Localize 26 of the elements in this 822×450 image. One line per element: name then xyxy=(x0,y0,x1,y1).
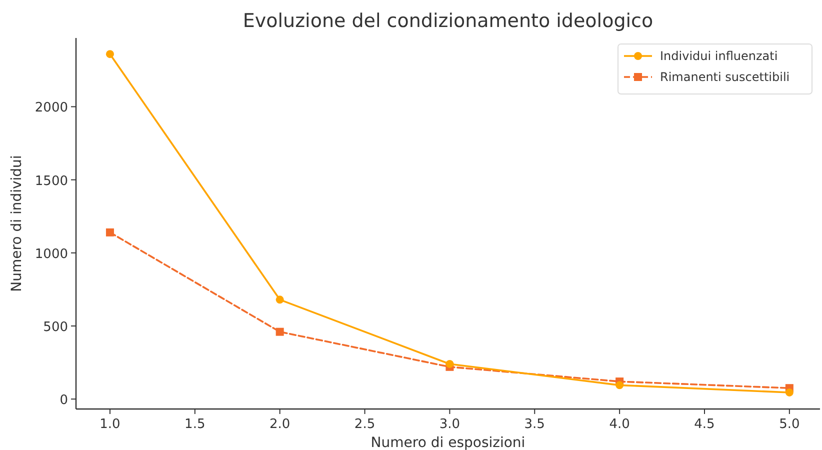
y-tick-label: 500 xyxy=(43,320,68,335)
point xyxy=(446,360,454,368)
y-axis-title: Numero di individui xyxy=(9,155,25,292)
x-tick-label: 1.5 xyxy=(184,417,206,432)
point xyxy=(616,381,624,390)
point xyxy=(106,50,114,58)
point xyxy=(785,388,794,396)
point xyxy=(276,328,284,336)
legend-label: Individui influenzati xyxy=(660,49,778,63)
x-tick-label: 1.0 xyxy=(100,417,120,432)
y-tick-label: 1500 xyxy=(34,174,68,189)
x-axis-title: Numero di esposizioni xyxy=(370,435,526,450)
x-tick-label: 2.5 xyxy=(354,417,376,432)
chart-title: Evoluzione del condizionamento ideologico xyxy=(242,10,654,32)
point xyxy=(106,228,114,236)
x-tick-label: 2.0 xyxy=(269,417,290,432)
x-tick-label: 3.5 xyxy=(524,417,545,432)
x-tick-label: 4.5 xyxy=(694,417,715,432)
point xyxy=(276,296,284,304)
y-tick-label: 2000 xyxy=(34,100,68,116)
x-tick-label: 3.0 xyxy=(439,417,460,432)
x-tick-label: 5.0 xyxy=(779,417,800,432)
y-tick-label: 0 xyxy=(60,393,68,408)
legend-label: Rimanenti suscettibili xyxy=(660,70,790,84)
y-tick-label: 1000 xyxy=(34,246,68,262)
x-tick-label: 4.0 xyxy=(609,417,630,432)
